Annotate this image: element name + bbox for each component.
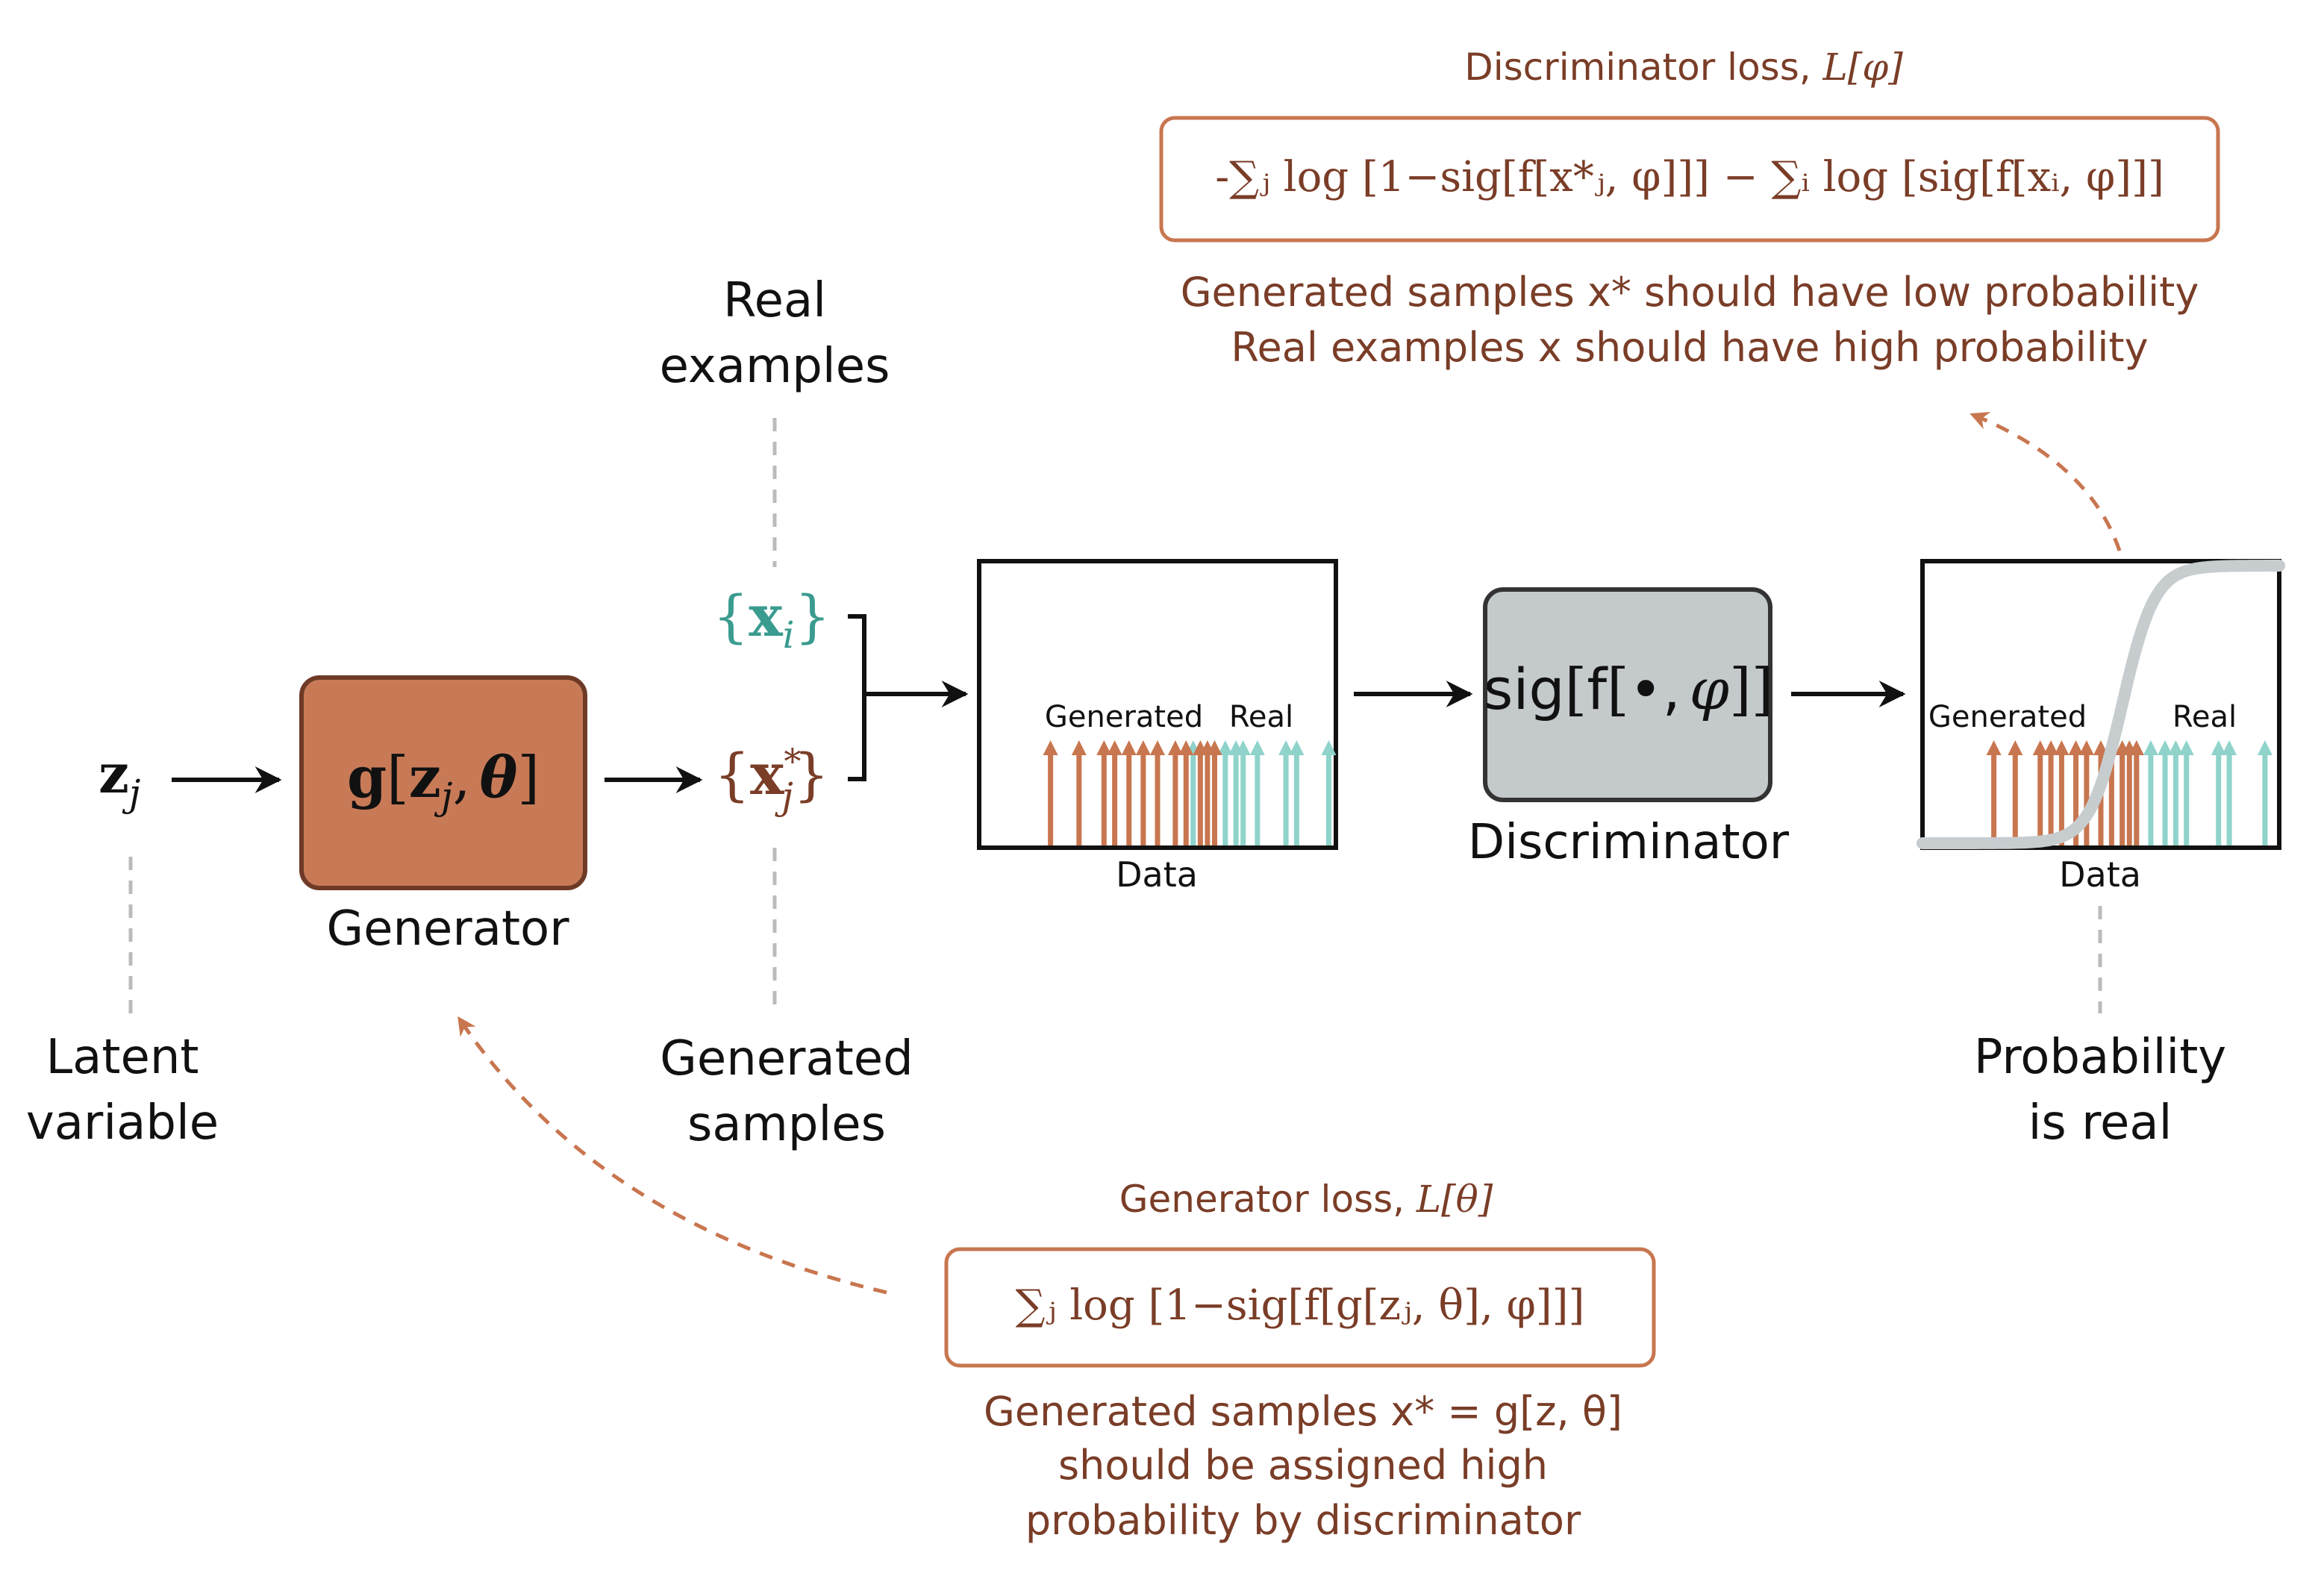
discriminator-loss-title-text: Discriminator loss, — [1464, 46, 1822, 89]
plot2-real-arrowhead-2 — [2143, 740, 2158, 755]
data-plot-2-generated-label: Generated — [1928, 700, 2087, 734]
plot1-real-arrowhead-2 — [1217, 740, 1233, 755]
plot2-real-arrowhead-6 — [2211, 740, 2226, 755]
discriminator-loss-note-2: Real examples x should have high probabi… — [1231, 324, 2148, 371]
plot2-generated-arrowhead-6 — [2078, 740, 2094, 755]
plot2-generated-arrowhead-0 — [1986, 740, 2002, 755]
plot2-generated-arrowhead-7 — [2093, 740, 2108, 755]
plot2-real-arrowhead-8 — [2257, 740, 2273, 755]
data-plot-2-real-label: Real — [2172, 700, 2237, 734]
plot1-generated-arrowhead-4 — [1121, 740, 1137, 755]
discriminator-box — [1483, 587, 1772, 802]
plot2-real-arrowhead-5 — [2178, 740, 2194, 755]
plot2-real-arrowhead-3 — [2158, 740, 2173, 755]
plot1-generated-arrowhead-6 — [1150, 740, 1165, 755]
discriminator-label: Discriminator — [1468, 815, 1790, 870]
plot1-generated-arrowhead-1 — [1071, 740, 1087, 755]
data-plot-2: Generated Real Data — [1917, 559, 2285, 895]
discriminator-loss-title: Discriminator loss, L[φ] — [1464, 46, 1903, 89]
generator-loss-symbol: L[θ] — [1416, 1178, 1493, 1221]
generator-loss-note-1: Generated samples x* = g[z, θ] — [984, 1388, 1622, 1435]
data-plot-2-sigmoid-curve — [1917, 560, 2285, 849]
plot2-generated-arrowhead-1 — [2008, 740, 2023, 755]
plot2-real-arrowhead-7 — [2222, 740, 2237, 755]
data-plot-1-samples — [1043, 740, 1337, 845]
probability-label-line-2: is real — [2028, 1095, 2172, 1151]
sets-merge-bracket — [848, 614, 866, 781]
plot2-generated-arrowhead-4 — [2054, 740, 2070, 755]
data-plot-1: Generated Real Data — [977, 559, 1338, 895]
plot1-generated-arrowhead-3 — [1107, 740, 1122, 755]
data-plot-1-generated-label: Generated — [1045, 700, 1203, 734]
discriminator-loss-note-1: Generated samples x* should have low pro… — [1181, 269, 2199, 316]
generator-loss-title-text: Generator loss, — [1119, 1178, 1416, 1221]
generator-loss-box — [944, 1247, 1656, 1368]
plot1-generated-arrowhead-8 — [1178, 740, 1194, 755]
plot2-generated-arrowhead-5 — [2068, 740, 2084, 755]
real-examples-set: {xi} — [713, 583, 831, 657]
generator-loss-note-3: probability by discriminator — [1025, 1497, 1581, 1544]
plot1-real-arrowhead-8 — [1321, 740, 1337, 755]
plot2-generated-arrowhead-2 — [2032, 740, 2048, 755]
generator-formula: g[zj, θ] — [347, 744, 540, 818]
generator-loss-note-2: should be assigned high — [1058, 1442, 1548, 1489]
plot1-real-arrowhead-5 — [1249, 740, 1265, 755]
plot2-generated-arrowhead-3 — [2043, 740, 2059, 755]
latent-label-line-2: variable — [26, 1095, 219, 1151]
plot1-generated-arrowhead-7 — [1167, 740, 1183, 755]
generated-samples-label-line-1: Generated — [660, 1031, 913, 1087]
data-plot-1-xlabel: Data — [1116, 854, 1198, 895]
probability-label-line-1: Probability — [1974, 1030, 2226, 1085]
plot1-real-arrowhead-4 — [1235, 740, 1251, 755]
generator-label: Generator — [327, 901, 570, 957]
generator-loss-title: Generator loss, L[θ] — [1119, 1178, 1493, 1221]
plot1-real-arrowhead-6 — [1278, 740, 1294, 755]
plot2-real-arrowhead-4 — [2168, 740, 2184, 755]
plot1-generated-arrowhead-5 — [1135, 740, 1151, 755]
generator-loss-feedback-arrow — [457, 1016, 887, 1295]
plot1-real-arrowhead-7 — [1289, 740, 1305, 755]
generated-samples-label-line-2: samples — [687, 1097, 886, 1152]
discriminator-loss-symbol: L[φ] — [1822, 46, 1904, 89]
data-plot-1-real-label: Real — [1229, 700, 1293, 734]
real-examples-label-line-1: Real — [723, 273, 826, 328]
plot1-generated-arrowhead-2 — [1096, 740, 1112, 755]
latent-symbol: zj — [99, 742, 140, 815]
real-examples-label-line-2: examples — [660, 339, 890, 394]
discriminator-formula: sig[f[•, φ]] — [1484, 656, 1774, 722]
discriminator-loss-formula: -∑ⱼ log [1−sig[f[x*ⱼ, φ]]] − ∑ᵢ log [sig… — [1215, 153, 2164, 201]
discriminator-loss-box — [1159, 116, 2220, 243]
generated-samples-set: {x* j} — [714, 741, 830, 818]
plot1-generated-arrowhead-0 — [1043, 740, 1058, 755]
latent-label-line-1: Latent — [46, 1030, 199, 1085]
discriminator-loss-feedback-arrow — [1970, 412, 2122, 551]
generator-box — [299, 675, 587, 890]
plot2-generated-arrowhead-11 — [2128, 740, 2144, 755]
data-plot-2-xlabel: Data — [2059, 854, 2141, 895]
generator-loss-formula: ∑ⱼ log [1−sig[f[g[zⱼ, θ], φ]]] — [1016, 1281, 1585, 1330]
plot1-generated-arrowhead-11 — [1207, 740, 1222, 755]
